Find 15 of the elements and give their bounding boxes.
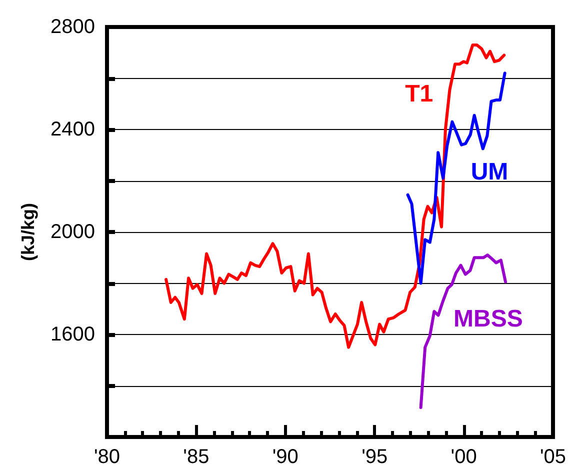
x-tick-label: '00: [450, 446, 477, 468]
x-tick-label: '05: [540, 446, 566, 468]
y-tick-label: 2800: [50, 16, 95, 38]
x-tick-label: '80: [94, 446, 120, 468]
y-tick-label: 2000: [50, 221, 95, 243]
y-axis-title: (kJ/kg): [18, 202, 38, 262]
y-tick-label: 1600: [50, 324, 95, 346]
series-label: MBSS: [454, 305, 523, 332]
line-series: [406, 72, 506, 285]
y-tick-label: 2400: [50, 118, 95, 140]
series-label: T1: [405, 80, 434, 108]
x-tick-label: '90: [272, 446, 298, 468]
x-tick-label: '85: [183, 446, 210, 468]
x-tick-label: '95: [362, 446, 388, 468]
series-label: UM: [470, 158, 508, 186]
